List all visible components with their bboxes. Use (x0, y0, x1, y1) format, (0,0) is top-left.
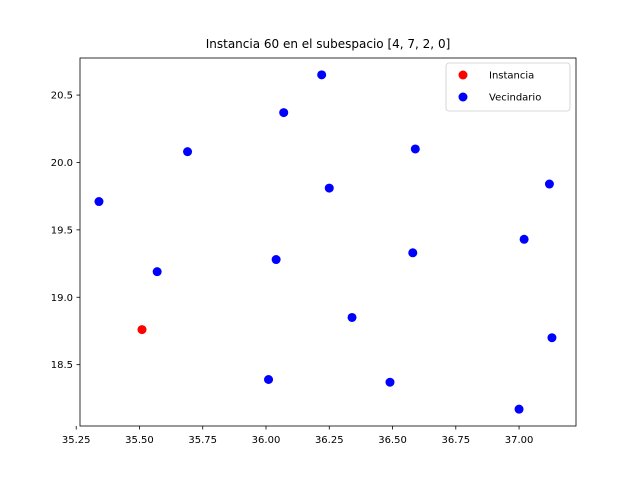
y-tick-label: 20.0 (51, 158, 73, 169)
y-tick-label: 19.5 (51, 225, 73, 236)
point-vecindario-9 (385, 377, 395, 387)
x-tick-label: 36.75 (441, 435, 470, 446)
legend-marker-instancia (458, 70, 468, 80)
point-vecindario-1 (152, 267, 162, 277)
x-tick-label: 35.25 (62, 435, 91, 446)
point-vecindario-10 (408, 248, 418, 258)
y-axis: 18.5 19.0 19.5 20.0 20.5 (51, 91, 80, 371)
legend: Instancia Vecindario (445, 62, 571, 112)
point-vecindario-5 (279, 108, 289, 118)
x-tick-label: 36.25 (315, 435, 344, 446)
point-vecindario-3 (264, 374, 274, 384)
data-points (94, 70, 557, 414)
x-tick-label: 35.75 (188, 435, 217, 446)
legend-label-vecindario: Vecindario (489, 93, 541, 104)
point-vecindario-2 (183, 147, 193, 157)
y-tick-label: 18.5 (51, 360, 73, 371)
legend-marker-vecindario (458, 92, 468, 102)
x-tick-label: 36.00 (252, 435, 281, 446)
point-instancia-0 (137, 325, 147, 335)
x-axis: 35.25 35.50 35.75 36.00 36.25 36.50 36.75 37.00 (62, 426, 533, 446)
legend-box (445, 62, 571, 112)
point-vecindario-15 (547, 333, 557, 343)
y-tick-label: 20.5 (51, 91, 73, 102)
point-vecindario-14 (544, 179, 554, 189)
point-vecindario-7 (324, 183, 334, 193)
point-vecindario-0 (94, 197, 104, 207)
x-tick-label: 35.50 (125, 435, 154, 446)
x-tick-label: 37.00 (505, 435, 534, 446)
point-vecindario-12 (514, 404, 524, 414)
point-vecindario-11 (410, 144, 420, 154)
chart-title: Instancia 60 en el subespacio [4, 7, 2, … (206, 37, 451, 51)
point-vecindario-6 (317, 70, 327, 80)
point-vecindario-4 (271, 255, 281, 265)
point-vecindario-13 (519, 234, 529, 244)
y-tick-label: 19.0 (51, 293, 73, 304)
point-vecindario-8 (347, 312, 357, 322)
x-tick-label: 36.50 (378, 435, 407, 446)
legend-label-instancia: Instancia (489, 71, 534, 82)
plot-frame (79, 57, 577, 427)
